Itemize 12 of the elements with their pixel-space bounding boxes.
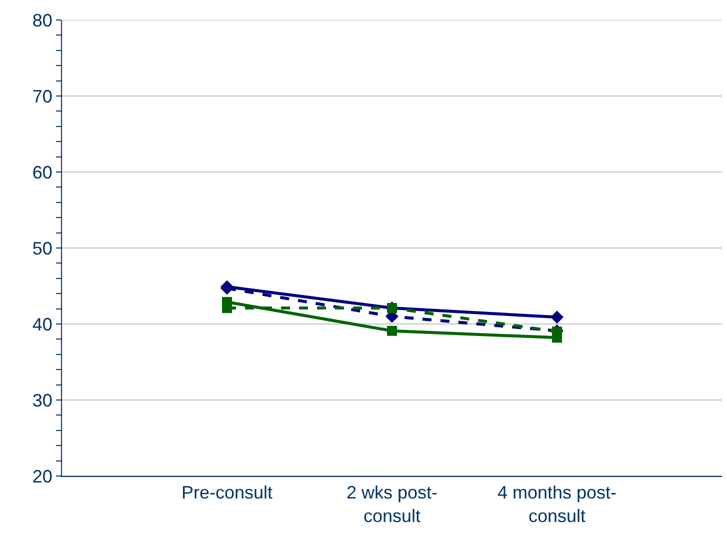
y-tick-label: 40 <box>32 314 52 334</box>
point <box>550 310 564 324</box>
y-tick-label: 60 <box>32 162 52 182</box>
x-tick-label: 2 wks post-consult <box>346 482 438 526</box>
y-tick-label: 20 <box>32 466 52 486</box>
y-tick-label: 30 <box>32 390 52 410</box>
x-tick-label: 4 months post-consult <box>497 482 617 526</box>
y-tick-label: 70 <box>32 86 52 106</box>
y-tick-label: 50 <box>32 238 52 258</box>
point <box>387 326 397 336</box>
y-tick-label: 80 <box>32 10 52 30</box>
x-tick-label: Pre-consult <box>181 482 273 503</box>
